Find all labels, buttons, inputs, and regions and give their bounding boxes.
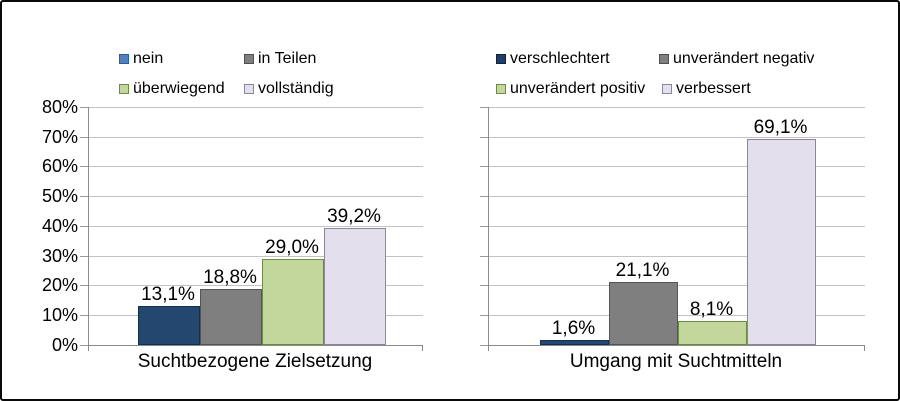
legend-entry: unverändert positiv bbox=[496, 78, 645, 100]
y-tick-mark bbox=[480, 315, 488, 316]
bar-blue bbox=[540, 340, 609, 345]
y-tick-mark bbox=[480, 166, 488, 167]
bar-value-label: 29,0% bbox=[265, 237, 319, 258]
legend-swatch-green bbox=[119, 84, 129, 94]
y-tick-mark bbox=[80, 285, 88, 286]
y-tick-label: 10% bbox=[41, 305, 78, 325]
y-tick-mark bbox=[480, 196, 488, 197]
gridline bbox=[89, 226, 423, 227]
bar-value-label: 18,8% bbox=[203, 267, 257, 288]
gridline bbox=[89, 285, 423, 286]
x-tick-mark bbox=[422, 346, 423, 351]
legend-swatch-blue bbox=[496, 54, 506, 64]
y-tick-mark bbox=[80, 196, 88, 197]
y-tick-label: 50% bbox=[41, 186, 78, 206]
legend-label: vollständig bbox=[258, 80, 334, 97]
legend-entry: unverändert negativ bbox=[659, 48, 814, 70]
left-chart-plot-area bbox=[88, 107, 423, 346]
y-tick-label: 30% bbox=[41, 246, 78, 266]
right-chart-x-axis-title: Umgang mit Suchtmitteln bbox=[569, 351, 783, 372]
y-tick-mark bbox=[480, 256, 488, 257]
y-tick-label: 60% bbox=[41, 156, 78, 176]
gridline bbox=[89, 256, 423, 257]
left-chart-x-axis-title: Suchtbezogene Zielsetzung bbox=[137, 351, 373, 372]
y-tick-label: 40% bbox=[41, 216, 78, 236]
gridline bbox=[89, 196, 423, 197]
legend-entry: in Teilen bbox=[244, 48, 316, 70]
legend-entry: vollständig bbox=[244, 78, 334, 100]
bar-green bbox=[678, 321, 747, 345]
gridline bbox=[489, 166, 865, 167]
bar-value-label: 13,1% bbox=[141, 284, 195, 305]
gridline bbox=[489, 256, 865, 257]
gridline bbox=[489, 137, 865, 138]
legend-entry: verschlechtert bbox=[496, 48, 610, 70]
legend-label: verschlechtert bbox=[510, 50, 610, 67]
y-tick-label: 0% bbox=[51, 335, 78, 355]
y-tick-label: 80% bbox=[41, 97, 78, 117]
y-tick-mark bbox=[80, 256, 88, 257]
legend-entry: überwiegend bbox=[119, 78, 225, 100]
legend-label: unverändert negativ bbox=[673, 50, 815, 67]
bar-value-label: 39,2% bbox=[327, 206, 381, 227]
y-tick-label: 20% bbox=[41, 275, 78, 295]
bar-value-label: 8,1% bbox=[689, 299, 734, 320]
bar-lavender bbox=[747, 139, 816, 345]
legend-swatch-lavender bbox=[662, 84, 672, 94]
legend-swatch-blue bbox=[119, 54, 129, 64]
y-tick-mark bbox=[480, 107, 488, 108]
legend-swatch-lavender bbox=[244, 84, 254, 94]
legend-swatch-gray bbox=[244, 54, 254, 64]
legend-swatch-gray bbox=[659, 54, 669, 64]
gridline bbox=[89, 166, 423, 167]
y-tick-mark bbox=[80, 137, 88, 138]
y-tick-label: 70% bbox=[41, 127, 78, 147]
gridline bbox=[489, 226, 865, 227]
y-tick-mark bbox=[80, 315, 88, 316]
bar-value-label: 69,1% bbox=[753, 117, 808, 138]
legend-label: verbessert bbox=[676, 80, 751, 97]
bar-value-label: 1,6% bbox=[551, 318, 596, 339]
y-tick-mark bbox=[80, 345, 88, 346]
legend-entry: verbessert bbox=[662, 78, 751, 100]
bar-gray bbox=[609, 282, 678, 345]
gridline bbox=[89, 137, 423, 138]
x-tick-mark bbox=[488, 346, 489, 351]
legend-label: unverändert positiv bbox=[510, 80, 646, 97]
y-tick-mark bbox=[480, 345, 488, 346]
y-tick-mark bbox=[80, 226, 88, 227]
y-tick-mark bbox=[80, 107, 88, 108]
y-tick-mark bbox=[480, 137, 488, 138]
gridline bbox=[489, 196, 865, 197]
bar-gray bbox=[200, 289, 262, 345]
bar-green bbox=[262, 259, 324, 345]
gridline bbox=[89, 107, 423, 108]
x-tick-mark bbox=[88, 346, 89, 351]
bar-blue bbox=[138, 306, 200, 345]
gridline bbox=[489, 107, 865, 108]
x-tick-mark bbox=[864, 346, 865, 351]
y-tick-mark bbox=[480, 226, 488, 227]
legend-label: in Teilen bbox=[258, 50, 317, 67]
y-tick-mark bbox=[80, 166, 88, 167]
legend-label: überwiegend bbox=[133, 80, 225, 97]
right-chart-plot-area bbox=[488, 107, 865, 346]
y-tick-mark bbox=[480, 285, 488, 286]
legend-entry: nein bbox=[119, 48, 163, 70]
legend-swatch-green bbox=[496, 84, 506, 94]
bar-value-label: 21,1% bbox=[615, 260, 670, 281]
bar-lavender bbox=[324, 228, 386, 345]
legend-label: nein bbox=[133, 50, 164, 67]
